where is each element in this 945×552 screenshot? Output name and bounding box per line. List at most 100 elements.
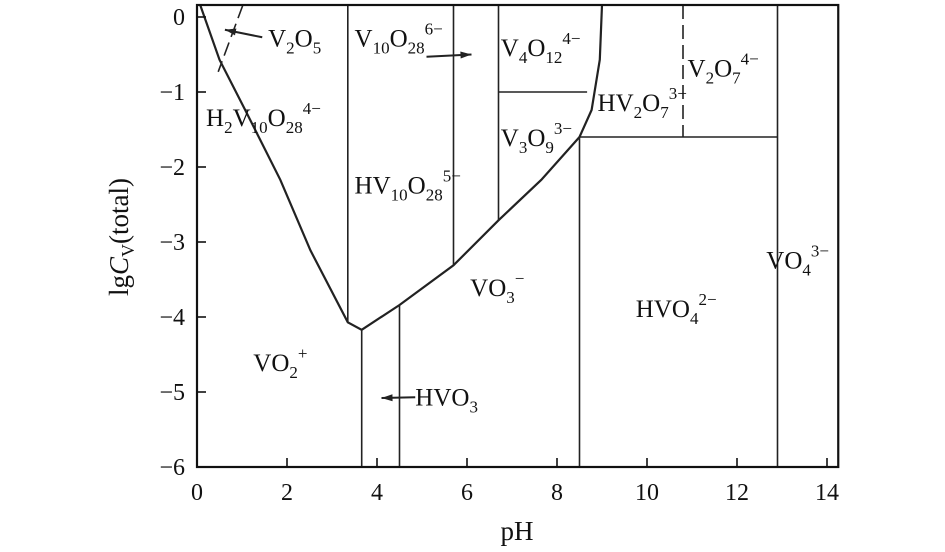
label-part: H — [636, 296, 654, 323]
y-label-tail: (total) — [104, 178, 134, 244]
region-label-HV10O28-5: HV10O285− — [355, 166, 461, 204]
label-part: O — [527, 125, 545, 152]
label-part: V — [470, 275, 488, 302]
label-part: V — [501, 35, 519, 62]
y-tick-label: −3 — [159, 230, 185, 256]
label-part: 3 — [506, 288, 515, 307]
label-part: − — [515, 269, 525, 288]
label-part: V — [373, 172, 391, 199]
region-label-HVO4-2: HVO42− — [636, 290, 717, 328]
region-label-VO3: VO3− — [470, 269, 524, 307]
label-part: + — [298, 344, 308, 363]
label-part: O — [295, 25, 313, 52]
label-part: 5 — [313, 38, 322, 57]
label-part: V — [355, 25, 373, 52]
label-part: H — [598, 90, 616, 117]
label-part: 4− — [741, 49, 759, 68]
boundary-V2O5-boundary — [217, 4, 244, 73]
axis-ticks: 0 2 4 6 8 10 12 140−1−2−3−4−5−6 — [159, 5, 839, 506]
label-part: O — [642, 90, 660, 117]
label-part: H — [355, 172, 373, 199]
label-part: 4 — [802, 260, 811, 279]
label-part: 2 — [289, 363, 298, 382]
label-part: V — [654, 296, 672, 323]
V10O28-pointer-arrowhead-icon — [460, 51, 472, 59]
label-part: 3− — [669, 84, 687, 103]
label-part: V — [616, 90, 634, 117]
y-tick-label: −2 — [159, 155, 185, 181]
boundary-lines — [199, 4, 779, 467]
label-part: O — [488, 275, 506, 302]
label-part: V — [233, 105, 251, 132]
HVO3-pointer-arrowhead-icon — [381, 394, 393, 402]
y-tick-label: −1 — [159, 80, 185, 106]
label-part: 28 — [408, 38, 425, 57]
label-part: O — [271, 350, 289, 377]
y-label-c: C — [104, 256, 134, 275]
species-labels: V2O5 V10O286−V4O124−V2O74−H2V10O284− HV2O7… — [206, 19, 829, 416]
region-label-H2V10O28-4: H2V10O284− — [206, 99, 321, 137]
region-label-V10O28-6: V10O286− — [355, 19, 443, 57]
region-label-V3O9-3: V3O93− — [501, 119, 572, 157]
region-label-VO4-3: VO43− — [766, 241, 829, 279]
label-part: 3 — [469, 398, 478, 417]
label-part: 2 — [634, 103, 643, 122]
label-part: 4 — [690, 309, 699, 328]
label-part: 2 — [706, 68, 715, 87]
label-part: 4 — [519, 48, 528, 67]
label-part: 4− — [303, 99, 321, 118]
label-part: V — [433, 385, 451, 412]
label-part: 28 — [426, 185, 443, 204]
label-part: 28 — [286, 118, 303, 137]
label-part: O — [714, 55, 732, 82]
label-part: 2 — [224, 118, 233, 137]
y-label-sub: V — [118, 244, 138, 257]
label-part: 12 — [545, 48, 562, 67]
label-part: 5− — [443, 166, 461, 185]
V2O5-pointer-arrowhead-icon — [224, 28, 237, 36]
label-part: O — [408, 172, 426, 199]
label-part: 9 — [545, 138, 554, 157]
label-part: 10 — [391, 185, 408, 204]
label-part: 2 — [286, 38, 295, 57]
label-part: 10 — [251, 118, 268, 137]
region-label-HVO3: HVO3 — [415, 385, 478, 417]
label-part: 6− — [425, 19, 443, 38]
label-part: 2− — [698, 290, 716, 309]
label-part: 7 — [660, 103, 669, 122]
y-tick-label: −4 — [159, 305, 185, 331]
label-part: 4− — [562, 29, 580, 48]
label-part: 10 — [373, 38, 390, 57]
x-tick-label: 0 — [191, 480, 203, 506]
label-part: O — [672, 296, 690, 323]
y-axis-label: lgCV(total) — [104, 178, 138, 296]
region-label-V2O7-4: V2O74− — [688, 49, 759, 87]
label-part: V — [268, 25, 286, 52]
y-tick-label: −5 — [159, 380, 185, 406]
x-axis-label: pH — [501, 516, 534, 546]
x-tick-label: 6 — [461, 480, 473, 506]
label-part: O — [390, 25, 408, 52]
label-part: V — [501, 125, 519, 152]
label-part: V — [766, 247, 784, 274]
label-part: O — [268, 105, 286, 132]
label-part: 3 — [519, 138, 528, 157]
x-tick-label: 4 — [371, 480, 383, 506]
label-part: 7 — [732, 68, 741, 87]
plot-frame — [195, 3, 840, 469]
region-label-HV2O7-3: HV2O73− — [598, 84, 687, 122]
label-part: O — [451, 385, 469, 412]
label-part: H — [415, 385, 433, 412]
x-tick-label: 8 — [551, 480, 563, 506]
label-part: V — [688, 55, 706, 82]
y-tick-label: 0 — [173, 5, 185, 31]
label-part: O — [784, 247, 802, 274]
region-label-V2O5: V2O5 — [268, 25, 321, 57]
region-label-V4O12-4: V4O124− — [501, 29, 581, 67]
label-part: O — [527, 35, 545, 62]
x-tick-label: 14 — [815, 480, 839, 506]
region-label-VO2: VO2+ — [253, 344, 307, 382]
y-label-lg: lg — [104, 275, 134, 296]
label-part: 3− — [811, 241, 829, 260]
